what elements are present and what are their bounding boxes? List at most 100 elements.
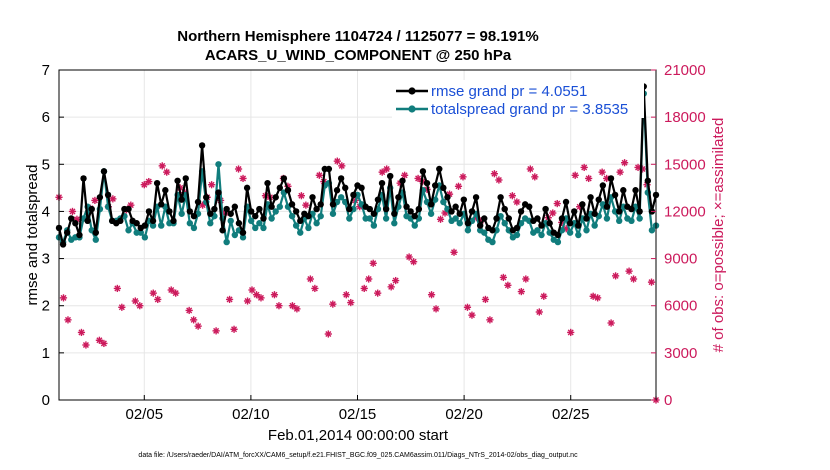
rmse-point [256,205,263,213]
rmse-point [497,194,504,201]
rmse-point [448,208,455,215]
obs-point [149,289,157,297]
obs-point [612,272,620,280]
left-axis: 0 1 2 3 4 5 6 7 [42,62,64,409]
totalspread-point [313,220,320,227]
rmse-point [284,187,292,194]
obs-point [167,286,175,294]
rmse-point [337,175,345,182]
y2-tick-label: 15000 [664,156,706,173]
rmse-point [407,208,414,215]
rmse-point [517,208,525,215]
obs-point [131,297,139,305]
rmse-point [247,208,255,215]
totalspread-point [452,215,459,222]
rmse-point [333,187,341,194]
rmse-point [440,184,447,192]
rmse-point [587,194,594,201]
rmse-point [403,203,410,210]
obs-point [625,267,633,275]
rmse-point [468,208,476,215]
obs-point [315,171,323,179]
rmse-point [133,220,140,227]
rmse-point [591,210,598,217]
obs-point [432,305,440,313]
totalspread-point [636,215,643,222]
obs-point [329,300,337,308]
totalspread-point [391,220,398,227]
obs-point [567,328,575,337]
obs-point [531,173,539,181]
obs-point [526,165,534,173]
totalspread-point [125,227,132,234]
obs-point [140,181,148,189]
rmse-point [579,201,586,208]
totalspread-point [141,234,149,241]
rmse-point [620,187,627,194]
rmse-point [464,220,472,227]
obs-point [347,298,355,307]
obs-point [302,201,310,209]
obs-point [234,165,243,173]
y-tick-label: 6 [42,109,50,126]
totalspread-point [231,231,239,239]
totalspread-point [149,222,157,229]
totalspread-point [583,227,590,234]
rmse-point [80,175,87,182]
rmse-point [562,198,570,206]
totalspread-point [186,220,194,227]
rmse-point [615,208,623,215]
rmse-point [264,179,271,187]
totalspread-point [329,210,337,217]
rmse-point [342,184,349,192]
rmse-point [636,208,643,215]
rmse-point [534,215,541,222]
rmse-point [575,222,582,229]
x-tick-label: 02/15 [339,406,377,423]
rmse-point [423,179,431,187]
totalspread-point [207,220,214,227]
rmse-point [599,182,607,189]
obs-point [383,165,391,173]
totalspread-point [591,222,598,229]
rmse-point [513,224,521,232]
rmse-point [96,194,104,201]
totalspread-point [382,215,390,222]
chart-subtitle: ACARS_U_WIND_COMPONENT @ 250 hPa [205,47,512,64]
rmse-point [260,215,267,222]
obs-point [136,302,144,310]
rmse-point [272,194,279,201]
obs-point [463,303,472,311]
totalspread-point [268,215,275,222]
rmse-point [68,215,75,222]
rmse-point [444,194,451,201]
obs-point [598,168,606,176]
obs-point [306,275,314,283]
obs-point [517,287,525,296]
totalspread-point [247,217,255,225]
totalspread-point [427,210,435,217]
rmse-point [84,217,91,225]
rmse-point [538,222,545,229]
y-tick-label: 2 [42,298,50,315]
obs-point [172,289,180,297]
rmse-point [227,210,234,217]
obs-point [82,341,90,349]
totalspread-point [239,234,247,241]
totalspread-point [346,215,353,222]
y-tick-label: 3 [42,251,50,268]
totalspread-point [92,236,100,243]
legend-rmse-label: rmse grand pr = 4.0551 [431,83,587,100]
obs-point [199,201,207,209]
rmse-point [288,201,296,208]
rmse-point [88,205,95,213]
obs-point [257,294,265,302]
totalspread-point [566,229,574,236]
totalspread-point [190,224,198,232]
obs-point [490,170,499,178]
rmse-point [170,217,177,225]
obs-point [239,174,247,183]
obs-point [243,297,252,305]
obs-point [374,289,382,297]
obs-point [338,162,346,170]
